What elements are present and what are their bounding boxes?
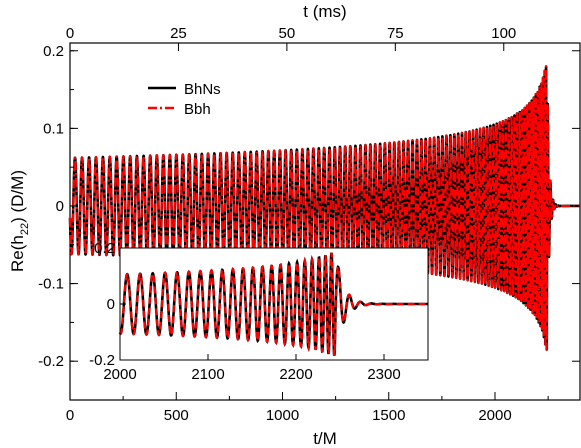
x2-axis-label: t (ms) bbox=[303, 2, 346, 21]
inset-x-tick-label: 2200 bbox=[279, 366, 312, 383]
x2-tick-label: 25 bbox=[170, 25, 187, 42]
x2-tick-label: 50 bbox=[279, 25, 296, 42]
inset-y-tick-label: 0.2 bbox=[94, 240, 115, 257]
x2-tick-label: 100 bbox=[491, 25, 516, 42]
x-tick-label: 1500 bbox=[372, 407, 405, 424]
y-tick-label: 0.2 bbox=[43, 43, 64, 60]
y-tick-label: 0.1 bbox=[43, 120, 64, 137]
x-axis-label: t/M bbox=[313, 429, 337, 448]
legend-label-bhns: BhNs bbox=[184, 81, 221, 98]
inset-y-tick-label: 0 bbox=[107, 296, 115, 313]
series-line-bbh bbox=[68, 65, 581, 351]
x-tick-label: 2000 bbox=[478, 407, 511, 424]
y-tick-label: -0.2 bbox=[38, 353, 64, 370]
legend: BhNs Bbh bbox=[148, 81, 221, 118]
inset-plot: 2000 2100 2200 2300 0.2 0 -0.2 bbox=[89, 240, 429, 383]
inset-series-line-bbh bbox=[118, 252, 428, 356]
x-tick-label: 0 bbox=[66, 407, 74, 424]
x-tick-label: 500 bbox=[164, 407, 189, 424]
y-axis-label: Re(h22) (D/M) bbox=[8, 170, 31, 272]
legend-label-bbh: Bbh bbox=[184, 101, 211, 118]
inset-x-tick-label: 2000 bbox=[103, 366, 136, 383]
x2-tick-label: 0 bbox=[66, 25, 74, 42]
inset-y-tick-label: -0.2 bbox=[89, 352, 115, 369]
x2-tick-label: 75 bbox=[387, 25, 404, 42]
x-tick-label: 1000 bbox=[266, 407, 299, 424]
y-tick-label: 0 bbox=[56, 198, 64, 215]
inset-x-tick-label: 2100 bbox=[191, 366, 224, 383]
inset-x-tick-label: 2300 bbox=[367, 366, 400, 383]
y-tick-label: -0.1 bbox=[38, 276, 64, 293]
